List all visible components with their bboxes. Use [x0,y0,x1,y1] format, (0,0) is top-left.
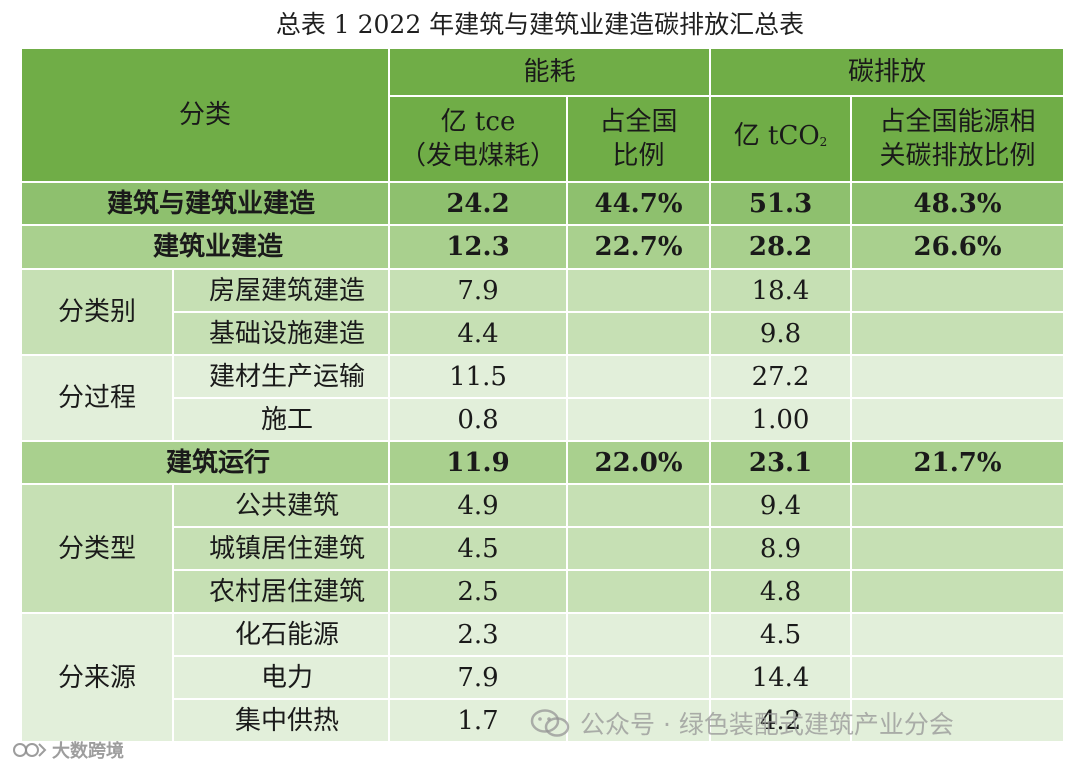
carbon-value: 28.2 [709,224,853,270]
table-row-total: 建筑与建筑业建造 24.2 44.7% 51.3 48.3% [19,181,1066,226]
carbon-value: 27.2 [709,354,853,399]
table-title: 总表 1 2022 年建筑与建筑业建造碳排放汇总表 [275,10,805,39]
site-watermark-text: 大数跨境 [52,741,124,762]
carbon-value: 8.9 [709,526,853,571]
carbon-share-value [850,526,1066,571]
row-label: 集中供热 [171,698,391,743]
header-carbon-share: 占全国能源相 关碳排放比例 [850,95,1066,183]
energy-value: 4.9 [388,483,569,528]
row-label: 施工 [171,397,391,442]
table-row: 分类别 房屋建筑建造 7.9 18.4 [20,268,1066,356]
table-row: 集中供热 1.7 4.2 [21,698,1066,743]
carbon-value: 4.8 [709,569,853,614]
row-label: 建筑业建造 [19,224,391,270]
logo-icon [13,743,47,757]
energy-value: 2.5 [388,569,569,614]
row-label: 房屋建筑建造 [171,268,391,313]
carbon-value: 14.4 [709,655,853,700]
group-label: 分类型 [20,483,174,614]
carbon-share-value [850,483,1066,528]
energy-share-value [566,354,712,399]
energy-share-value: 22.7% [566,224,712,270]
header-carbon-group: 碳排放 [709,47,1066,97]
table-row: 施工 0.8 1.00 [21,397,1066,442]
wechat-watermark: 公众号 · 绿色装配式建筑产业分会 [530,705,954,741]
energy-value: 7.9 [388,655,569,700]
wechat-icon [530,709,570,737]
carbon-share-value [850,397,1066,442]
row-label: 电力 [171,655,391,700]
group-label: 分来源 [20,612,174,743]
carbon-value: 23.1 [709,440,853,485]
table-row: 分来源 化石能源 2.3 4.5 [20,612,1066,743]
energy-share-value [566,612,712,657]
row-label: 农村居住建筑 [171,569,391,614]
carbon-share-value [850,311,1066,356]
carbon-share-value [850,698,1066,743]
table-row: 基础设施建造 4.4 9.8 [21,311,1066,356]
carbon-value: 18.4 [709,268,853,313]
carbon-value: 51.3 [709,181,853,226]
energy-share-value: 22.0% [566,440,712,485]
energy-value: 11.5 [388,354,569,399]
header-energy-group: 能耗 [388,47,712,97]
header-energy-share: 占全国 比例 [566,95,712,183]
energy-value: 11.9 [388,440,569,485]
carbon-share-value: 21.7% [850,440,1066,485]
carbon-share-value [850,569,1066,614]
carbon-share-value: 26.6% [850,224,1066,270]
table-row-construction: 建筑业建造 12.3 22.7% 28.2 26.6% [19,224,1066,270]
group-label: 分类别 [20,268,174,356]
energy-value: 12.3 [388,224,569,270]
table-row: 城镇居住建筑 4.5 8.9 [21,526,1066,571]
row-label: 建材生产运输 [171,354,391,399]
header-category: 分类 [19,47,391,183]
carbon-share-value [850,354,1066,399]
row-label: 建筑与建筑业建造 [19,181,391,226]
carbon-share-value [850,268,1066,313]
carbon-value: 9.4 [709,483,853,528]
table-row-operation: 建筑运行 11.9 22.0% 23.1 21.7% [19,440,1066,485]
energy-share-value [566,311,712,356]
energy-value: 24.2 [388,181,569,226]
energy-share-value [566,268,712,313]
energy-share-value [566,397,712,442]
energy-value: 7.9 [388,268,569,313]
header-energy-unit: 亿 tce （发电煤耗） [388,95,569,183]
energy-value: 2.3 [388,612,569,657]
row-label: 公共建筑 [171,483,391,528]
row-label: 化石能源 [171,612,391,657]
energy-share-value [566,483,712,528]
energy-share-value [566,526,712,571]
emissions-table: 分类 能耗 碳排放 亿 tce （发电煤耗） 占全国 比例 亿 tCO2 占全国能源… [19,47,1066,743]
table-row: 电力 7.9 14.4 [21,655,1066,700]
energy-share-value [566,655,712,700]
row-label: 基础设施建造 [171,311,391,356]
carbon-value: 4.2 [709,698,853,743]
carbon-value: 9.8 [709,311,853,356]
table-row: 农村居住建筑 2.5 4.8 [21,569,1066,614]
carbon-value: 1.00 [709,397,853,442]
group-label: 分过程 [20,354,174,442]
wechat-watermark-text: 公众号 · 绿色装配式建筑产业分会 [580,710,954,739]
row-label: 建筑运行 [19,440,391,485]
carbon-share-value: 48.3% [850,181,1066,226]
header-carbon-unit: 亿 tCO2 [709,95,853,183]
carbon-share-value [850,612,1066,657]
energy-share-value [566,698,712,743]
carbon-value: 4.5 [709,612,853,657]
energy-value: 0.8 [388,397,569,442]
energy-share-value [566,569,712,614]
site-watermark: 大数跨境 [12,738,124,762]
table-row: 分过程 建材生产运输 11.5 27.2 [20,354,1066,442]
row-label: 城镇居住建筑 [171,526,391,571]
energy-value: 4.4 [388,311,569,356]
energy-share-value: 44.7% [566,181,712,226]
energy-value: 4.5 [388,526,569,571]
table-row: 分类型 公共建筑 4.9 9.4 [20,483,1066,614]
carbon-share-value [850,655,1066,700]
